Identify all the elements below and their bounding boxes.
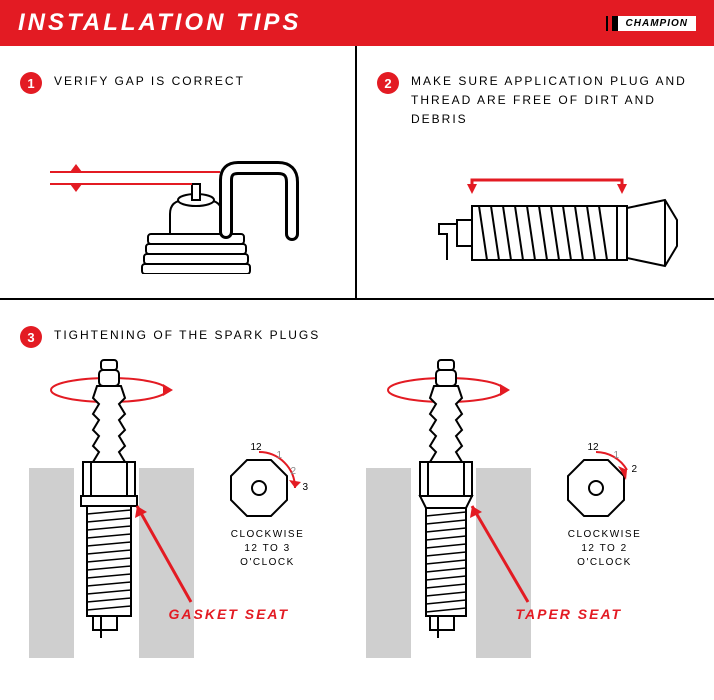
brand-badge: CHAMPION bbox=[606, 16, 696, 31]
clock-12-r: 12 bbox=[588, 442, 599, 453]
step-3-cell: 3 Tightening of the spark plugs bbox=[0, 300, 714, 688]
page-title: INSTALLATION TIPS bbox=[18, 9, 301, 37]
step-3-head: 3 Tightening of the spark plugs bbox=[20, 326, 694, 348]
clock-1: 1 bbox=[277, 450, 283, 461]
header-bar: INSTALLATION TIPS CHAMPION bbox=[0, 0, 714, 46]
clock-12: 12 bbox=[251, 442, 262, 453]
thread-diagram bbox=[377, 150, 694, 310]
step-1-badge: 1 bbox=[20, 72, 42, 94]
step-2-cell: 2 Make sure application plug and thread … bbox=[357, 46, 714, 298]
step-1-cell: 1 Verify gap is correct bbox=[0, 46, 357, 298]
clock-1-r: 1 bbox=[614, 450, 620, 461]
step-2-text: Make sure application plug and thread ar… bbox=[411, 72, 694, 130]
clock-3: 3 bbox=[303, 482, 309, 493]
taper-seat-label: TAPER SEAT bbox=[516, 606, 623, 622]
step-1-head: 1 Verify gap is correct bbox=[20, 72, 335, 94]
gap-diagram bbox=[20, 114, 335, 274]
step-2-head: 2 Make sure application plug and thread … bbox=[377, 72, 694, 130]
clock-2-r: 2 bbox=[632, 464, 638, 475]
clock-label-right: CLOCKWISE 12 TO 2 O'CLOCK bbox=[560, 528, 650, 570]
clock-label-left: CLOCKWISE 12 TO 3 O'CLOCK bbox=[223, 528, 313, 570]
plug-row: 12 1 2 3 CLOCKWISE 12 TO 3 O'CLOCK GASKE… bbox=[20, 358, 694, 678]
taper-seat-panel: 12 1 2 CLOCKWISE 12 TO 2 O'CLOCK TAPER S… bbox=[366, 358, 686, 678]
gasket-seat-label: GASKET SEAT bbox=[169, 606, 290, 622]
clock-2: 2 bbox=[291, 466, 297, 477]
step-2-badge: 2 bbox=[377, 72, 399, 94]
top-grid: 1 Verify gap is correct bbox=[0, 46, 714, 300]
gasket-seat-panel: 12 1 2 3 CLOCKWISE 12 TO 3 O'CLOCK GASKE… bbox=[29, 358, 349, 678]
step-1-text: Verify gap is correct bbox=[54, 72, 245, 91]
step-3-badge: 3 bbox=[20, 326, 42, 348]
step-3-text: Tightening of the spark plugs bbox=[54, 326, 320, 345]
